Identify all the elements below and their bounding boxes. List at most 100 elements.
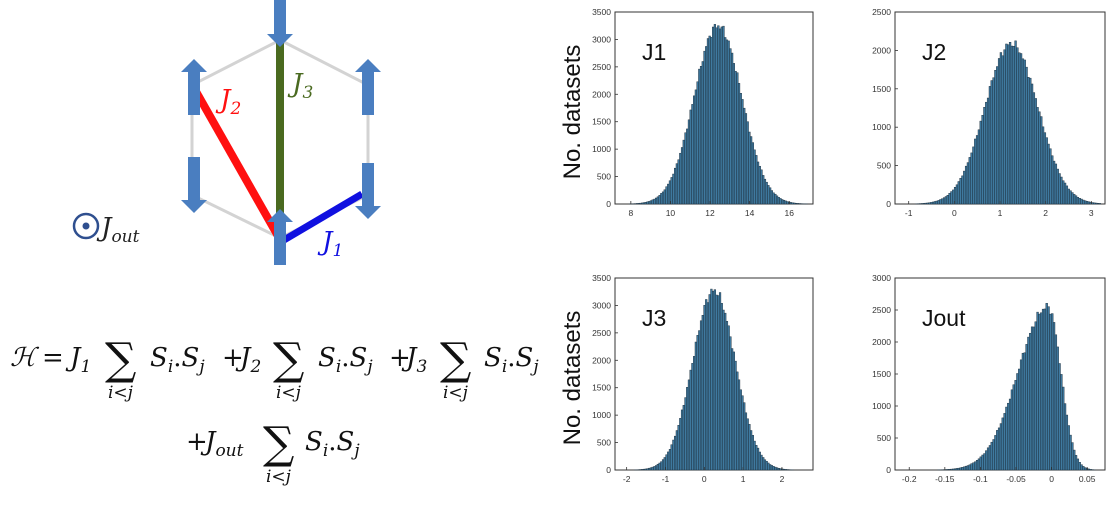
histogram-bar [1045, 303, 1048, 471]
histogram-bar [1063, 182, 1067, 205]
histogram-bar [1071, 192, 1074, 205]
y-tick-label: 1000 [592, 144, 611, 154]
histogram-bar [999, 52, 1003, 205]
histogram-bar [636, 203, 639, 205]
histogram-bar [727, 325, 730, 471]
histogram-bar [661, 459, 665, 471]
histogram-panel: 0 500 1000 1500 2000 2500 -1 0 1 2 3 J2 [872, 7, 1106, 218]
histogram-bar [985, 450, 988, 471]
histogram-bar [981, 115, 984, 205]
histogram-bar [661, 191, 665, 205]
histogram-bar [772, 192, 775, 205]
histogram-bar [968, 464, 971, 471]
histogram-bar [698, 330, 701, 471]
eq-term1-sum: ∑ [105, 334, 136, 385]
histogram-bar [682, 405, 685, 471]
histogram-bar [699, 66, 703, 205]
histogram-bar [1091, 202, 1094, 205]
histogram-bar [791, 202, 794, 205]
histogram-bar [1036, 107, 1039, 205]
histogram-bar [753, 149, 756, 205]
histogram-bar [743, 402, 746, 471]
eq-term4-index: i<j [266, 467, 292, 487]
histogram-bar [644, 468, 647, 471]
histogram-bar [674, 435, 677, 471]
histogram-bar [996, 430, 999, 471]
eq-equals: = [42, 343, 64, 373]
histogram-bar [705, 46, 708, 205]
histogram-bar [1029, 77, 1032, 205]
histogram-bar [1085, 201, 1089, 205]
histogram-bar [1025, 344, 1028, 471]
histogram-bar [1089, 469, 1092, 471]
histogram-bar [1012, 384, 1015, 471]
histogram-bar [1058, 363, 1061, 471]
histogram-bar [658, 462, 661, 471]
histogram-bar [1082, 466, 1085, 471]
histogram-bar [672, 173, 675, 205]
histogram-bar [948, 192, 951, 205]
histogram-bar [750, 136, 753, 205]
x-tick-label: -1 [905, 208, 913, 218]
histogram-bar [686, 387, 689, 471]
histogram-bar [744, 113, 748, 205]
histogram-bar [1032, 92, 1036, 205]
label-j1: J1 [317, 227, 343, 261]
histogram-bar [979, 120, 982, 205]
histogram-bar [964, 165, 968, 205]
histogram-bar [1005, 43, 1008, 205]
histogram-bar [1001, 417, 1004, 471]
histogram-bar [682, 139, 685, 205]
histogram-bar [637, 203, 640, 205]
histogram-bar [660, 461, 663, 471]
x-tick-label: 12 [705, 208, 715, 218]
x-tick-label: 8 [628, 208, 633, 218]
histogram-bar [1032, 326, 1036, 471]
histogram-bar [1087, 201, 1091, 205]
y-tick-label: 3000 [872, 273, 891, 283]
panel-title: J3 [642, 305, 666, 331]
histogram-bar [1029, 332, 1032, 471]
histogram-bar [770, 190, 773, 205]
histogram-bar [731, 348, 734, 471]
histogram-bar [724, 37, 727, 205]
histogram-bar [924, 202, 927, 205]
histogram-bar [725, 39, 729, 205]
histogram-bar [941, 198, 944, 205]
histogram-bar [642, 468, 646, 471]
y-tick-label: 2500 [592, 62, 611, 72]
histogram-bar [712, 26, 715, 205]
histogram-bar [769, 464, 772, 471]
histogram-bar [748, 424, 751, 471]
x-tick-label: 14 [745, 208, 755, 218]
eq-term3-j: J3 [401, 343, 427, 377]
histogram-bar [1060, 374, 1063, 471]
histogram-bar [1043, 308, 1047, 471]
histogram-bar [975, 135, 979, 205]
y-axis-label-top: No. datasets [559, 45, 586, 180]
label-j2: J2 [215, 85, 241, 119]
histogram-bar [701, 61, 704, 205]
histogram-bar [651, 199, 654, 205]
histogram-bar [751, 435, 754, 471]
label-jout: Jout [96, 213, 140, 247]
histogram-bar [1078, 198, 1081, 205]
histogram-bar [933, 201, 937, 205]
eq-term3-index: i<j [443, 383, 469, 403]
histogram-bar [708, 35, 711, 205]
x-tick-label: -2 [623, 474, 631, 484]
y-tick-label: 0 [886, 465, 891, 475]
histogram-bar [655, 465, 658, 471]
histogram-bar [1056, 168, 1059, 205]
histogram-bar [670, 444, 673, 471]
histogram-bar [774, 193, 777, 205]
histogram-bar [751, 142, 754, 205]
x-tick-label: -0.2 [902, 474, 917, 484]
histogram-bar [1019, 359, 1023, 471]
x-tick-label: 10 [666, 208, 676, 218]
histogram-bar [953, 468, 957, 471]
histogram-bar [988, 445, 992, 471]
histogram-bar [765, 181, 768, 205]
histogram-bar [779, 468, 782, 471]
histogram-bar [713, 24, 716, 205]
